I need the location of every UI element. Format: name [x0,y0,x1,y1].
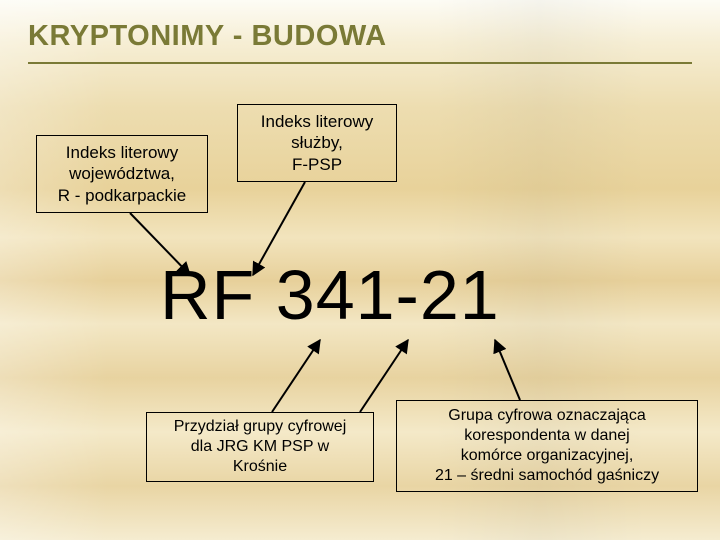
box-top-left-line2: województwa, [58,163,187,184]
center-code: RF 341-21 [160,255,500,335]
box-bottom-right-line2: korespondenta w danej [435,426,659,446]
box-bottom-right-line1: Grupa cyfrowa oznaczająca [435,406,659,426]
box-bottom-left-line1: Przydział grupy cyfrowej [174,417,347,437]
title-rule [28,62,692,64]
box-top-left: Indeks literowy województwa, R - podkarp… [36,135,208,213]
box-top-left-line1: Indeks literowy [58,142,187,163]
box-bottom-left: Przydział grupy cyfrowej dla JRG KM PSP … [146,412,374,482]
box-top-right-line2: służby, [261,132,373,153]
box-bottom-left-line2: dla JRG KM PSP w [174,437,347,457]
box-bottom-left-line3: Krośnie [174,457,347,477]
box-top-right-line3: F-PSP [261,154,373,175]
box-bottom-right: Grupa cyfrowa oznaczająca korespondenta … [396,400,698,492]
box-top-right-line1: Indeks literowy [261,111,373,132]
box-bottom-right-line3: komórce organizacyjnej, [435,446,659,466]
arrow [495,340,520,400]
box-top-right: Indeks literowy służby, F-PSP [237,104,397,182]
arrow [272,340,320,412]
box-top-left-line3: R - podkarpackie [58,185,187,206]
page-title: KRYPTONIMY - BUDOWA [28,20,387,53]
box-bottom-right-line4: 21 – średni samochód gaśniczy [435,466,659,486]
